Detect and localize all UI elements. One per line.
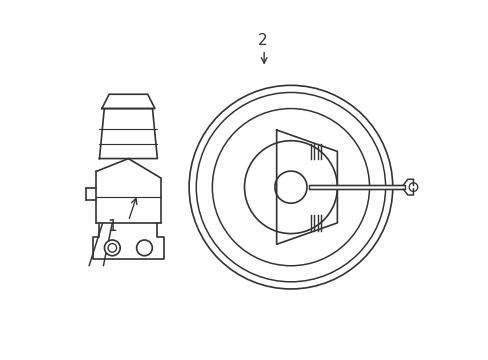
Text: 1: 1 [107, 219, 117, 234]
Circle shape [108, 244, 116, 252]
Circle shape [136, 240, 152, 256]
Circle shape [104, 240, 120, 256]
Text: 2: 2 [257, 33, 266, 48]
FancyBboxPatch shape [308, 185, 405, 189]
